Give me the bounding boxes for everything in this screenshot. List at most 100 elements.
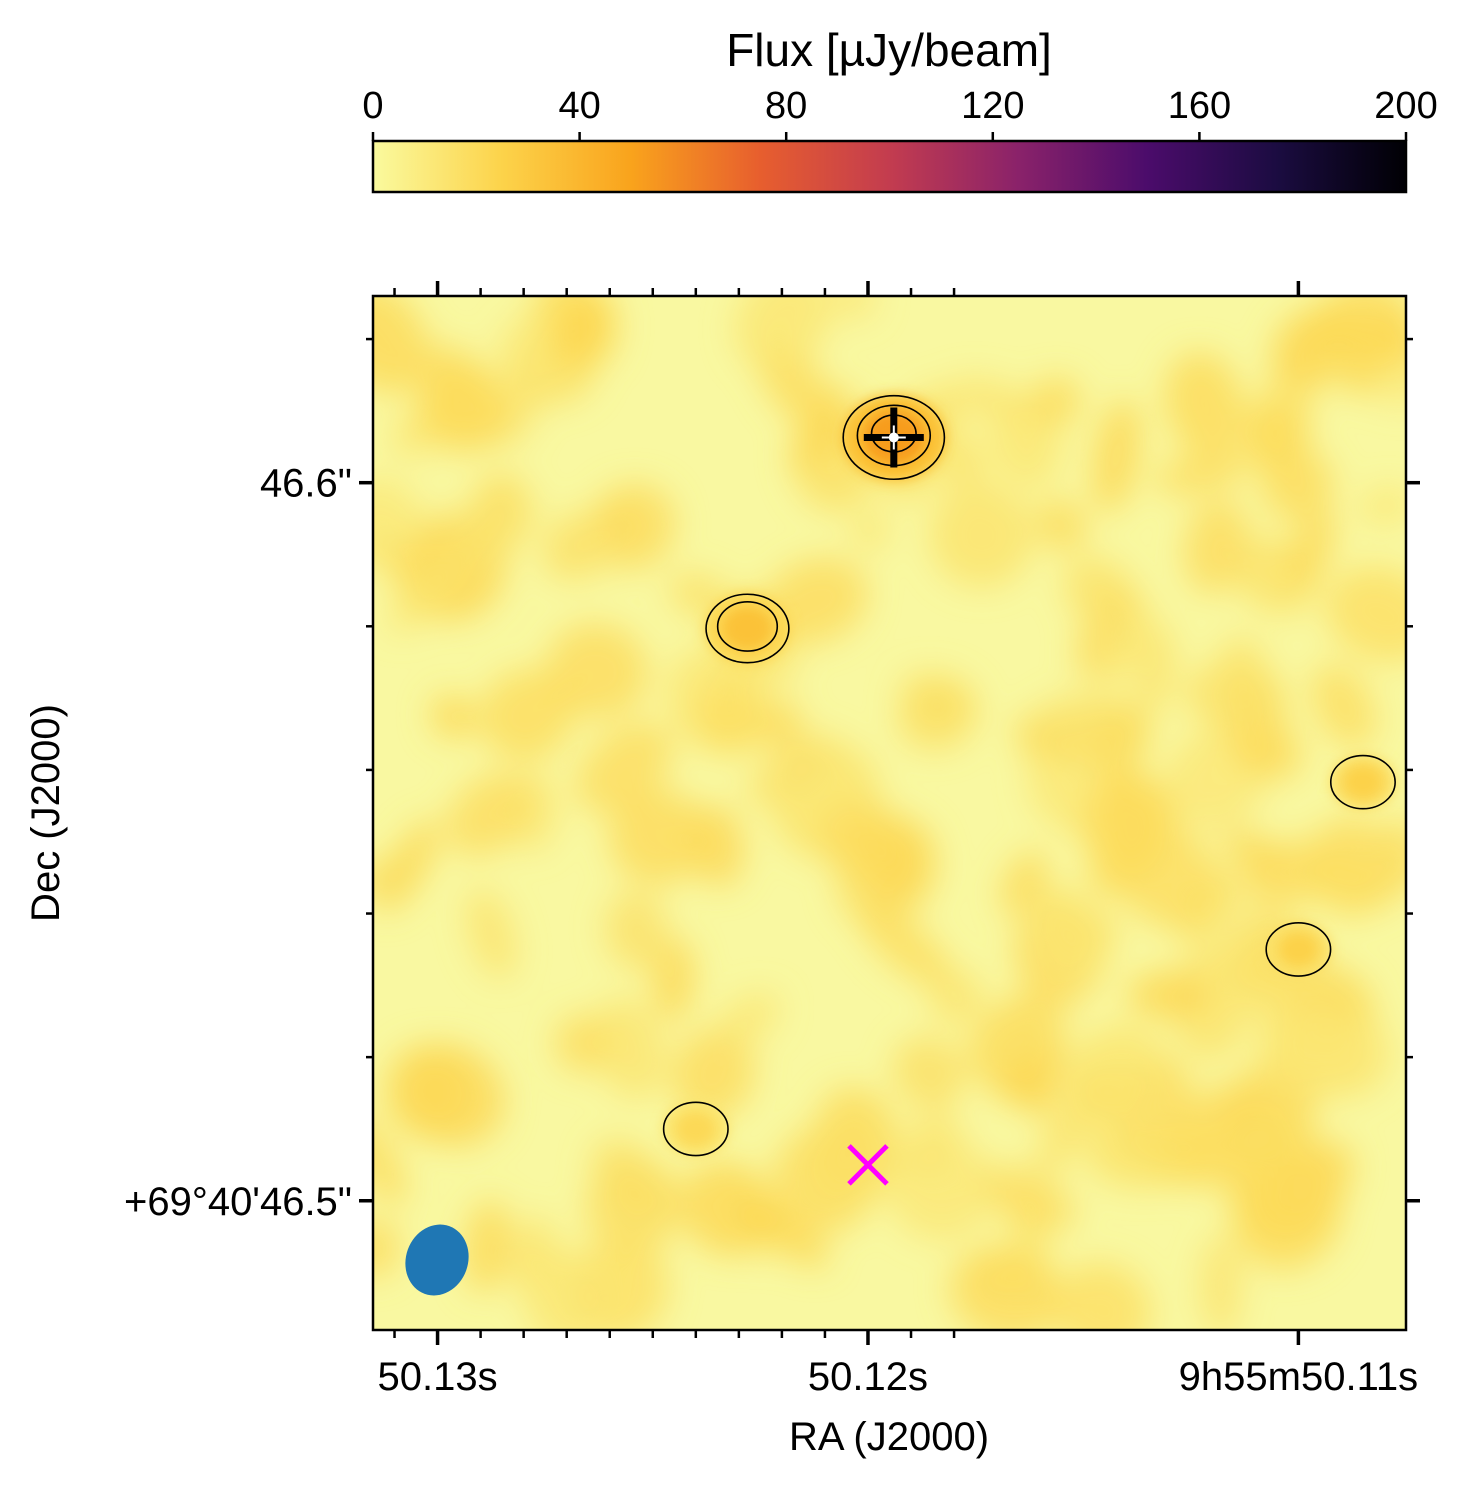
noise-blob <box>388 551 467 634</box>
noise-blob <box>463 1199 511 1293</box>
noise-blob <box>803 1102 898 1211</box>
noise-blob <box>554 1014 611 1073</box>
noise-blob <box>1126 970 1211 1020</box>
flux-map <box>373 296 1406 1330</box>
noise-blob <box>1288 509 1336 588</box>
colorbar-tick-label: 0 <box>362 85 383 127</box>
noise-blob <box>605 890 668 970</box>
noise-blob <box>396 1043 506 1147</box>
noise-blob <box>1359 487 1406 525</box>
noise-blob <box>373 1116 408 1205</box>
noise-blob <box>1304 306 1406 365</box>
axis-ticks <box>359 281 1420 1345</box>
noise-blob <box>1091 398 1142 513</box>
noise-blob <box>498 315 568 387</box>
noise-blob <box>929 483 1034 588</box>
x-tick-label: 9h55m50.11s <box>1179 1355 1418 1399</box>
colorbar-tick-label: 80 <box>765 85 807 127</box>
noise-blob <box>541 511 614 582</box>
noise-blob <box>744 733 836 805</box>
map-frame <box>371 294 1408 1332</box>
noise-blob <box>479 669 574 762</box>
noise-blob <box>1325 566 1406 663</box>
noise-blob <box>1036 1090 1098 1175</box>
noise-blob <box>1093 603 1154 693</box>
noise-blob <box>1227 1108 1307 1166</box>
noise-blob <box>553 296 610 367</box>
noise-blob <box>1242 398 1310 468</box>
x-axis-label: RA (J2000) <box>789 1415 989 1459</box>
noise-blob <box>1183 498 1250 594</box>
noise-blob <box>592 998 666 1099</box>
noise-blob <box>652 938 695 1022</box>
noise-blob <box>446 772 534 857</box>
colorbar-tick-label: 120 <box>961 85 1024 127</box>
colorbar-tick-label: 160 <box>1168 85 1231 127</box>
noise-blob <box>1300 851 1384 917</box>
noise-blob <box>1035 498 1087 552</box>
noise-blob <box>898 678 978 750</box>
noise-blob <box>430 694 477 740</box>
noise-blob <box>1079 776 1168 869</box>
noise-blob <box>1034 695 1152 768</box>
noise-blob <box>1223 829 1283 875</box>
colorbar-title: Flux [µJy/beam] <box>726 24 1052 76</box>
markers <box>847 407 924 1186</box>
noise-blob <box>466 888 517 979</box>
noise-blob <box>947 377 1033 422</box>
noise-blob <box>671 1027 756 1120</box>
noise-blob <box>1378 817 1406 894</box>
noise-blob <box>1084 1121 1185 1189</box>
noise-blob <box>849 510 890 551</box>
noise-blob <box>716 992 780 1046</box>
contour-line <box>716 601 779 652</box>
noise-blob <box>762 698 804 755</box>
noise-blob <box>939 437 987 489</box>
noise-blob <box>892 1036 965 1109</box>
noise-blob <box>976 1165 1076 1231</box>
noise-blob <box>373 296 429 394</box>
source-core <box>1278 932 1318 967</box>
beam-ellipse <box>405 1224 469 1296</box>
beam-layer <box>405 1224 469 1296</box>
y-axis-label: Dec (J2000) <box>24 704 68 922</box>
noise-blobs <box>373 296 1406 1330</box>
contour-line <box>842 394 946 481</box>
noise-blob <box>884 1131 994 1241</box>
colorbar-ticks: 0 40 80 120 160 200 <box>362 85 1438 141</box>
noise-blob <box>1241 726 1304 781</box>
noise-blob <box>1164 351 1245 457</box>
colorbar-gradient <box>371 139 1408 194</box>
contour-line <box>705 593 790 664</box>
y-tick-label: +69°40'46.5" <box>124 1180 352 1224</box>
noise-blob <box>859 906 952 987</box>
noise-blob <box>418 343 503 448</box>
noise-blob <box>1053 1262 1152 1330</box>
noise-blob <box>1063 557 1131 622</box>
x-tick-label: 50.13s <box>378 1355 498 1399</box>
noise-blob <box>961 1008 1062 1076</box>
noise-blob <box>1029 883 1109 983</box>
noise-blob <box>949 1245 1064 1330</box>
colorbar-tick-label: 200 <box>1374 85 1437 127</box>
colorbar: Flux [µJy/beam] 0 40 80 120 160 200 <box>362 24 1438 194</box>
noise-blob <box>748 1202 829 1268</box>
noise-blob <box>734 296 833 371</box>
colorbar-tick-label: 40 <box>558 85 600 127</box>
noise-blob <box>694 679 771 755</box>
source-core <box>1343 765 1383 799</box>
noise-blob <box>373 477 423 569</box>
noise-blob <box>680 1161 774 1257</box>
noise-blob <box>1218 636 1264 687</box>
noise-blob <box>608 789 709 885</box>
noise-blob <box>1154 450 1250 496</box>
contour-line <box>1329 754 1396 810</box>
noise-blob <box>1030 376 1082 427</box>
noise-blob <box>1256 1017 1313 1082</box>
x-marker <box>847 1144 889 1186</box>
contour-line <box>662 1101 729 1157</box>
noise-blob <box>373 853 426 897</box>
noise-blob <box>1310 664 1377 749</box>
noise-blob <box>1135 624 1176 717</box>
